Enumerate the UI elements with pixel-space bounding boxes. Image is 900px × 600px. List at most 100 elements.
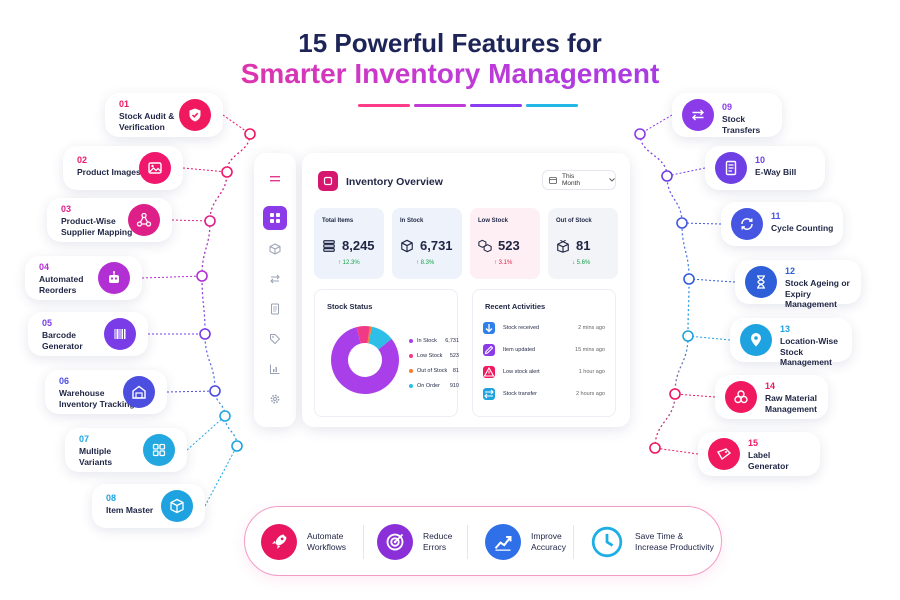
barcode-icon (104, 318, 136, 350)
legend-value: 523 (449, 353, 459, 359)
transfer-icon[interactable] (263, 267, 287, 291)
activity-item[interactable]: Low stock alert 1 hour ago (483, 364, 605, 380)
timeline-node (219, 410, 231, 422)
feature-number: 12 (785, 266, 796, 276)
activity-item[interactable]: Stock received 2 mins ago (483, 320, 605, 336)
feature-number: 01 (119, 99, 130, 109)
stat-label: In Stock (400, 218, 424, 224)
connector-line (666, 167, 706, 177)
timeline-node (661, 170, 673, 182)
legend-item: On Order 910 (409, 383, 459, 389)
tag-icon[interactable] (263, 327, 287, 351)
timeline-node (682, 330, 694, 342)
feature-number: 14 (765, 381, 776, 391)
underline-segment (414, 104, 466, 107)
stat-card[interactable]: Low Stock 523 ↑ 3.1% (470, 208, 540, 279)
settings-icon[interactable] (263, 387, 287, 411)
chevron-down-icon (609, 178, 615, 182)
feature-number: 11 (771, 211, 781, 221)
legend-item: Out of Stock 81 (409, 368, 459, 374)
benefit-item: Automate Workflows (261, 522, 346, 562)
connector-line (681, 222, 722, 225)
timeline-node (244, 128, 256, 140)
title-line-2: Smarter Inventory Management (0, 58, 900, 90)
legend-value: 6,731 (445, 338, 459, 344)
feature-card-02: 02 Product Images (63, 146, 183, 190)
feature-card-01: 01 Stock Audit & Verification (105, 93, 223, 137)
dashboard-icon[interactable] (263, 206, 287, 230)
benefit-item: Improve Accuracy (485, 522, 566, 562)
activity-item[interactable]: Item updated 15 mins ago (483, 342, 605, 358)
connector-line (186, 415, 226, 451)
feature-number: 02 (77, 155, 88, 165)
feature-number: 04 (39, 262, 50, 272)
activity-label: Stock received (503, 325, 540, 331)
timeline-node (231, 440, 243, 452)
activity-label: Item updated (503, 347, 536, 353)
legend-label: On Order (417, 383, 440, 389)
feature-number: 03 (61, 204, 72, 214)
stat-value: 81 (576, 238, 591, 253)
report-icon[interactable] (263, 357, 287, 381)
timeline-node (196, 270, 208, 282)
document-icon[interactable] (263, 297, 287, 321)
robot-icon (98, 262, 130, 294)
pie-slice[interactable] (356, 326, 370, 344)
feature-label: Label Generator (748, 450, 789, 471)
stat-card[interactable]: Total Items 8,245 ↑ 12.3% (314, 208, 384, 279)
feature-label: E-Way Bill (755, 167, 797, 177)
feature-label: Stock Transfers (722, 114, 761, 135)
underline-segment (358, 104, 410, 107)
warehouse-icon (123, 376, 155, 408)
underline-segment (470, 104, 522, 107)
recent-activities-title: Recent Activities (485, 302, 546, 311)
pie-slice[interactable] (368, 326, 392, 350)
activity-item[interactable]: Stock transfer 2 hours ago (483, 386, 605, 402)
pie-slice[interactable] (367, 326, 372, 344)
feature-card-03: 03 Product-Wise Supplier Mapping (47, 198, 172, 242)
stat-card[interactable]: In Stock 6,731 ↑ 8.3% (392, 208, 462, 279)
cycle-icon (731, 208, 763, 240)
legend-label: Out of Stock (417, 368, 448, 374)
period-select[interactable]: This Month (542, 170, 616, 190)
legend-item: Low Stock 523 (409, 353, 459, 359)
feature-number: 10 (755, 155, 766, 165)
pie-slice[interactable] (331, 327, 399, 394)
cube-icon[interactable] (263, 237, 287, 261)
activity-time: 2 hours ago (575, 391, 605, 397)
connector-line (688, 278, 736, 283)
materials-icon (725, 381, 757, 413)
stat-value: 8,245 (342, 238, 375, 253)
legend-value: 81 (452, 368, 459, 374)
activity-label: Low stock alert (503, 369, 540, 375)
divider (573, 525, 574, 559)
feature-card-15: 15 Label Generator (698, 432, 820, 476)
stat-change: ↑ 3.1% (494, 260, 513, 266)
feature-label: Multiple Variants (79, 446, 113, 467)
recent-activities-panel: Recent Activities Stock received 2 mins a… (472, 289, 616, 417)
divider (363, 525, 364, 559)
stat-change: ↑ 12.3% (338, 260, 360, 266)
feature-label: Product Images (77, 167, 141, 177)
legend-item: In Stock 6,731 (409, 338, 459, 344)
feature-number: 05 (42, 318, 53, 328)
feature-label: Raw Material Management (765, 393, 817, 414)
stock-status-title: Stock Status (327, 302, 373, 311)
feature-card-04: 04 Automated Reorders (25, 256, 142, 300)
dashboard-title: Inventory Overview (346, 176, 443, 188)
empty-box-icon (557, 239, 569, 253)
timeline-node (683, 273, 695, 285)
benefit-label: Save Time & Increase Productivity (635, 530, 714, 552)
timeline-node (676, 217, 688, 229)
hourglass-icon (745, 266, 777, 298)
stat-card[interactable]: Out of Stock 81 ↓ 5.6% (548, 208, 618, 279)
feature-number: 09 (722, 102, 733, 112)
calendar-icon (549, 177, 557, 184)
feature-card-05: 05 Barcode Generator (28, 312, 148, 356)
rocket-icon (261, 524, 297, 560)
menu-icon[interactable] (263, 167, 287, 191)
transfer-icon (682, 99, 714, 131)
legend-swatch (409, 339, 413, 343)
connector-line (687, 335, 731, 341)
